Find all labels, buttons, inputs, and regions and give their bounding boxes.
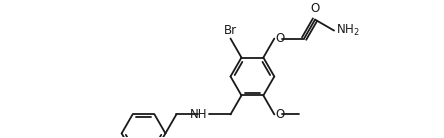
Text: O: O: [276, 108, 285, 121]
Text: NH: NH: [190, 108, 207, 121]
Text: Br: Br: [224, 24, 237, 37]
Text: O: O: [276, 32, 285, 45]
Text: O: O: [310, 2, 320, 15]
Text: NH$_2$: NH$_2$: [336, 23, 360, 38]
